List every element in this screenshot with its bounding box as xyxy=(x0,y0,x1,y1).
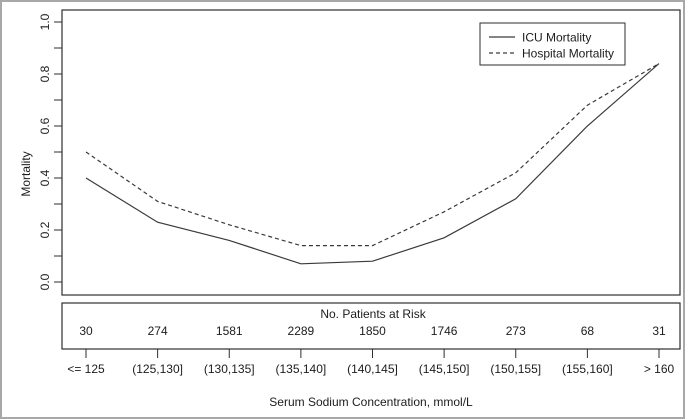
x-axis: <= 125 (125,130] (130,135] (135,140] (140,14… xyxy=(67,349,675,376)
risk-table-border xyxy=(61,302,681,350)
x-tick-label: (155,160] xyxy=(562,362,613,376)
x-tick-label: (145,150] xyxy=(419,362,470,376)
x-tick-label: (150,155] xyxy=(490,362,541,376)
x-tick-label: (135,140] xyxy=(276,362,327,376)
y-axis-title: Mortality xyxy=(19,151,33,196)
y-tick-label: 0.2 xyxy=(38,221,52,238)
y-tick-label: 0.0 xyxy=(38,273,52,290)
y-tick-label: 1.0 xyxy=(38,13,52,30)
risk-table-title: No. Patients at Risk xyxy=(320,307,426,321)
y-tick-label: 0.6 xyxy=(38,117,52,134)
risk-count: 2289 xyxy=(288,324,315,338)
series-line-hospital-mortality xyxy=(85,63,660,247)
x-tick-label: <= 125 xyxy=(67,362,105,376)
risk-count: 274 xyxy=(148,324,168,338)
risk-table: No. Patients at Risk 30 274 1581 2289 1850 17… xyxy=(61,302,681,350)
risk-count: 1746 xyxy=(431,324,458,338)
legend: ICU Mortality Hospital Mortality xyxy=(479,22,626,66)
legend-label-icu: ICU Mortality xyxy=(522,31,591,45)
risk-count: 30 xyxy=(79,324,93,338)
risk-count: 31 xyxy=(652,324,666,338)
risk-count: 68 xyxy=(581,324,595,338)
risk-count: 273 xyxy=(506,324,526,338)
x-tick-label: (130,135] xyxy=(204,362,255,376)
x-tick-label: (125,130] xyxy=(132,362,183,376)
x-tick-label: > 160 xyxy=(644,362,675,376)
x-tick-label: (140,145] xyxy=(347,362,398,376)
y-axis: 0.0 0.2 0.4 0.6 0.8 1.0 xyxy=(38,13,62,290)
x-axis-title: Serum Sodium Concentration, mmol/L xyxy=(269,395,473,409)
risk-count: 1850 xyxy=(359,324,386,338)
series-line-icu-mortality xyxy=(85,63,660,265)
legend-border xyxy=(479,22,626,66)
legend-label-hospital: Hospital Mortality xyxy=(522,47,614,61)
risk-counts: 30 274 1581 2289 1850 1746 273 68 31 xyxy=(79,324,666,338)
series-lines xyxy=(85,63,660,265)
y-tick-label: 0.4 xyxy=(38,169,52,186)
y-tick-label: 0.8 xyxy=(38,65,52,82)
risk-count: 1581 xyxy=(216,324,243,338)
